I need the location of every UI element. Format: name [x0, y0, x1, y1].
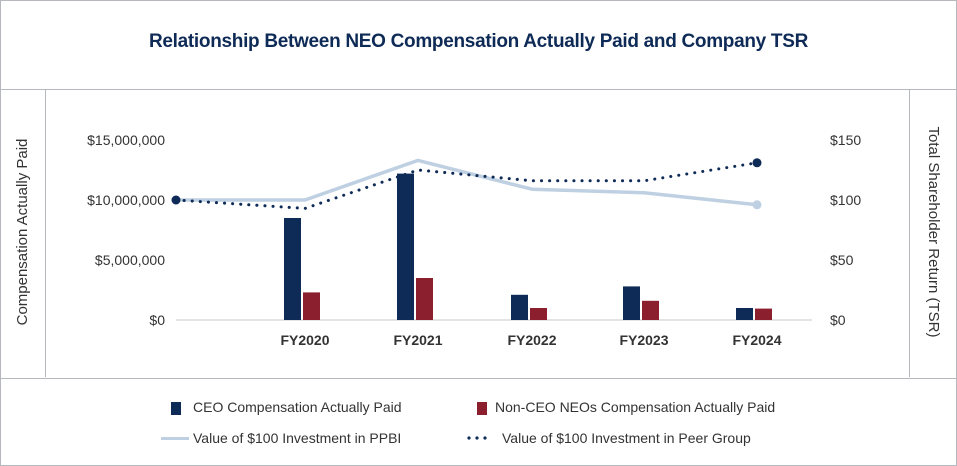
- bar-ceo: [397, 173, 414, 320]
- legend-label-ceo: CEO Compensation Actually Paid: [193, 399, 402, 415]
- bar-ceo: [736, 308, 753, 320]
- line-peer-group: [174, 161, 759, 210]
- bar-non-ceo: [642, 300, 659, 320]
- point-peer-group-end: [752, 158, 762, 168]
- bar-ceo: [284, 218, 301, 320]
- y2-axis-label: Total Shareholder Return (TSR): [925, 127, 942, 338]
- point-peer-group-start: [171, 195, 181, 205]
- legend-swatch-ceo: [171, 402, 181, 415]
- legend-swatch-ppbi: [161, 437, 189, 440]
- bar-non-ceo: [755, 308, 772, 320]
- x-tick-label: FY2020: [280, 332, 329, 348]
- legend-label-peer: Value of $100 Investment in Peer Group: [502, 430, 751, 446]
- legend-label-non-ceo: Non-CEO NEOs Compensation Actually Paid: [495, 399, 776, 415]
- bar-ceo: [623, 286, 640, 320]
- bar-non-ceo: [303, 292, 320, 320]
- y-tick-label: $10,000,000: [87, 192, 165, 208]
- y-tick-label: $5,000,000: [95, 252, 165, 268]
- legend: CEO Compensation Actually Paid Non-CEO N…: [1, 378, 956, 466]
- left-axis-panel: [1, 90, 46, 377]
- bar-non-ceo: [416, 278, 433, 320]
- y-tick-label: $0: [149, 312, 165, 328]
- point-ppbi-end: [752, 200, 762, 210]
- y2-tick-label: $50: [830, 252, 854, 268]
- y-axis-label: Compensation Actually Paid: [14, 139, 31, 326]
- line-ppbi: [174, 158, 759, 207]
- legend-swatch-peer: [467, 436, 487, 440]
- x-tick-label: FY2022: [507, 332, 556, 348]
- legend-swatch-non-ceo: [477, 402, 487, 415]
- y2-tick-label: $150: [830, 132, 861, 148]
- y2-tick-label: $100: [830, 192, 861, 208]
- bar-ceo: [511, 294, 528, 320]
- chart-title: Relationship Between NEO Compensation Ac…: [148, 31, 809, 52]
- right-axis-panel: [909, 90, 957, 377]
- x-tick-label: FY2024: [732, 332, 781, 348]
- y-tick-label: $15,000,000: [87, 132, 165, 148]
- x-tick-label: FY2023: [619, 332, 668, 348]
- y2-tick-label: $0: [830, 312, 846, 328]
- bar-non-ceo: [530, 308, 547, 320]
- legend-label-ppbi: Value of $100 Investment in PPBI: [193, 430, 402, 446]
- title-area: Relationship Between NEO Compensation Ac…: [1, 1, 956, 90]
- x-tick-label: FY2021: [393, 332, 442, 348]
